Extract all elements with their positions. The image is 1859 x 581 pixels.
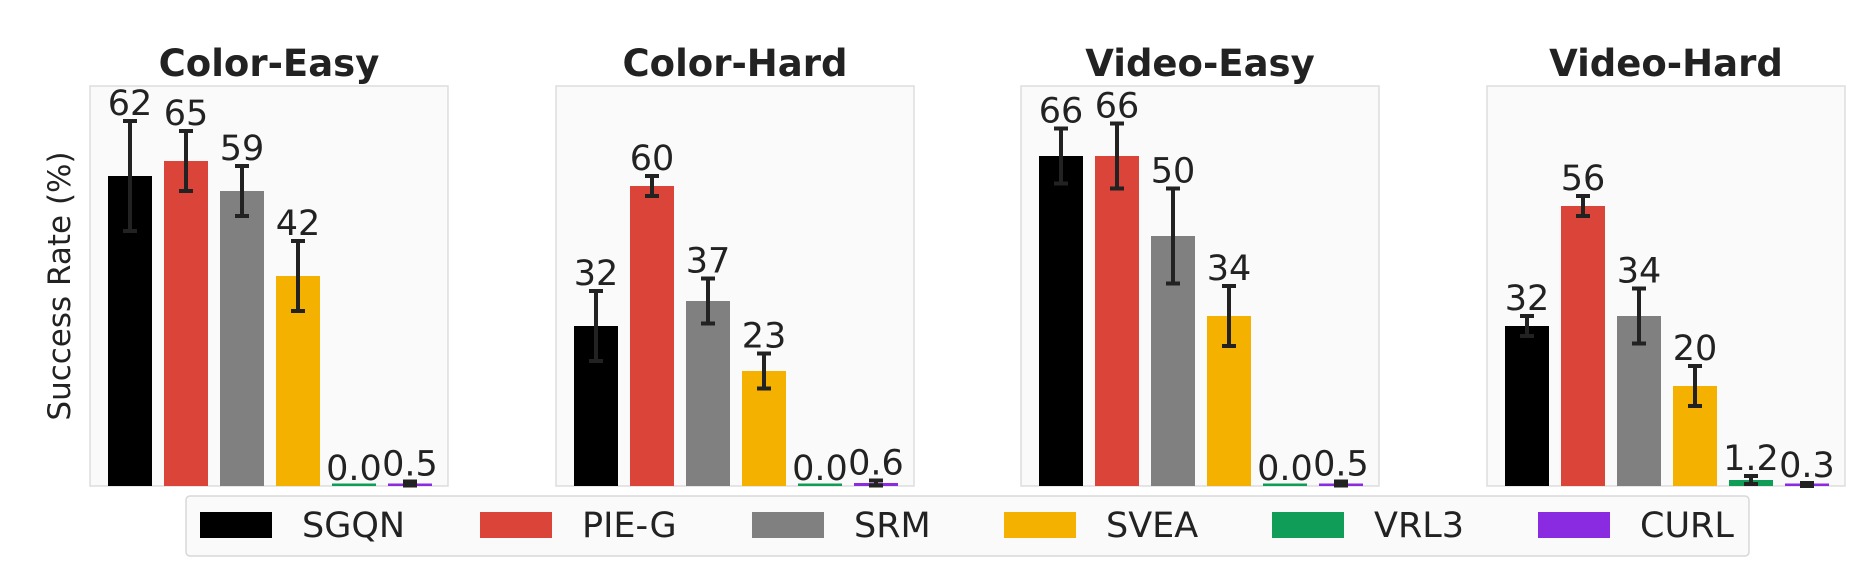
data-label: 1.2: [1723, 439, 1779, 479]
data-label: 20: [1673, 329, 1718, 369]
data-label: 59: [220, 129, 265, 169]
data-label: 50: [1151, 152, 1196, 192]
legend-swatch-srm: [752, 512, 824, 538]
error-bar: [589, 289, 603, 363]
panel-title: Color-Hard: [623, 42, 848, 85]
error-bar: [291, 239, 305, 313]
data-label: 32: [1505, 279, 1550, 319]
legend: SGQN PIE-G SRM SVEA VRL3 CURL: [185, 495, 1750, 557]
legend-label-pie-g: PIE-G: [582, 506, 677, 546]
error-bar: [123, 119, 137, 233]
panel-video-hard: Video-Hard 32 56 34 20 1.2 0.3: [1486, 42, 1846, 488]
error-bar: [869, 478, 883, 488]
error-bar: [179, 129, 193, 193]
data-label: 32: [574, 254, 619, 294]
bar-pie-g: [1561, 206, 1605, 486]
data-label: 0.0: [792, 449, 848, 489]
data-label: 60: [630, 139, 675, 179]
bar-pie-g: [1095, 156, 1139, 486]
legend-label-vrl3: VRL3: [1374, 506, 1464, 546]
panel-title: Color-Easy: [159, 42, 380, 85]
legend-swatch-sgqn: [200, 512, 272, 538]
bar-vrl3: [332, 483, 376, 486]
legend-label-curl: CURL: [1640, 506, 1734, 546]
panel-title: Video-Hard: [1549, 42, 1783, 85]
panel-title: Video-Easy: [1085, 42, 1314, 85]
error-bar: [645, 174, 659, 198]
legend-swatch-pie-g: [480, 512, 552, 538]
data-label: 34: [1207, 249, 1252, 289]
legend-label-sgqn: SGQN: [302, 506, 405, 546]
data-label: 56: [1561, 159, 1606, 199]
error-bar: [1800, 481, 1814, 488]
error-bar: [1166, 186, 1180, 286]
bar-pie-g: [630, 186, 674, 486]
error-bar: [1576, 194, 1590, 218]
data-label: 37: [686, 242, 731, 282]
legend-swatch-svea: [1004, 512, 1076, 538]
data-label: 23: [742, 317, 787, 357]
data-label: 66: [1095, 87, 1140, 127]
legend-label-svea: SVEA: [1106, 506, 1198, 546]
data-label: 65: [164, 94, 209, 134]
error-bar: [403, 479, 417, 488]
error-bar: [701, 276, 715, 326]
data-label: 0.0: [326, 449, 382, 489]
legend-label-srm: SRM: [854, 506, 931, 546]
data-label: 0.0: [1257, 449, 1313, 489]
bar-vrl3: [1263, 483, 1307, 486]
bar-sgqn: [1039, 156, 1083, 486]
data-label: 62: [108, 84, 153, 124]
data-label: 34: [1617, 252, 1662, 292]
error-bar: [1520, 314, 1534, 338]
y-axis-label: Success Rate (%): [42, 151, 78, 420]
bar-pie-g: [164, 161, 208, 486]
data-label: 0.6: [848, 444, 904, 484]
error-bar: [757, 351, 771, 391]
data-label: 0.5: [1313, 445, 1369, 485]
error-bar: [235, 164, 249, 218]
bar-srm: [220, 191, 264, 486]
error-bar: [1334, 479, 1348, 488]
error-bar: [1054, 126, 1068, 186]
data-label: 66: [1039, 92, 1084, 132]
bar-vrl3: [798, 483, 842, 486]
data-label: 0.5: [382, 445, 438, 485]
bar-sgqn: [1505, 326, 1549, 486]
data-label: 42: [276, 204, 321, 244]
error-bar: [1222, 284, 1236, 348]
legend-swatch-vrl3: [1272, 512, 1344, 538]
error-bar: [1632, 286, 1646, 346]
error-bar: [1744, 474, 1758, 486]
data-label: 0.3: [1779, 446, 1835, 486]
error-bar: [1688, 364, 1702, 408]
bar-srm: [686, 301, 730, 486]
legend-frame: [185, 495, 1750, 557]
error-bar: [1110, 121, 1124, 191]
panel-color-hard: Color-Hard 32 60 37 23 0.0 0.6: [555, 42, 915, 489]
legend-swatch-curl: [1538, 512, 1610, 538]
